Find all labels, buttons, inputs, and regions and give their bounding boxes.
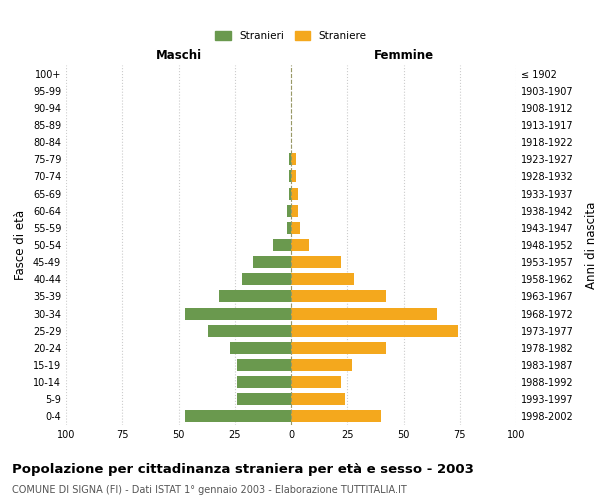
Text: Femmine: Femmine — [373, 50, 434, 62]
Bar — [185, 410, 291, 422]
Legend: Stranieri, Straniere: Stranieri, Straniere — [211, 27, 371, 46]
Y-axis label: Anni di nascita: Anni di nascita — [585, 202, 598, 288]
Bar — [287, 222, 291, 234]
Text: Popolazione per cittadinanza straniera per età e sesso - 2003: Popolazione per cittadinanza straniera p… — [12, 462, 474, 475]
Bar — [253, 256, 291, 268]
Bar — [291, 410, 381, 422]
Bar — [273, 239, 291, 251]
Bar — [289, 188, 291, 200]
Bar — [291, 204, 298, 216]
Bar — [291, 188, 298, 200]
Bar — [291, 154, 296, 166]
Bar — [289, 170, 291, 182]
Bar — [291, 239, 309, 251]
Bar — [291, 376, 341, 388]
Bar — [291, 274, 354, 285]
Bar — [291, 324, 458, 336]
Y-axis label: Fasce di età: Fasce di età — [14, 210, 27, 280]
Bar — [185, 308, 291, 320]
Bar — [208, 324, 291, 336]
Text: Maschi: Maschi — [155, 50, 202, 62]
Bar — [291, 256, 341, 268]
Bar — [291, 290, 386, 302]
Bar — [291, 308, 437, 320]
Bar — [230, 342, 291, 354]
Bar — [289, 154, 291, 166]
Bar — [287, 204, 291, 216]
Bar — [237, 359, 291, 371]
Bar — [291, 394, 345, 406]
Bar — [291, 359, 352, 371]
Bar — [241, 274, 291, 285]
Text: COMUNE DI SIGNA (FI) - Dati ISTAT 1° gennaio 2003 - Elaborazione TUTTITALIA.IT: COMUNE DI SIGNA (FI) - Dati ISTAT 1° gen… — [12, 485, 407, 495]
Bar — [237, 394, 291, 406]
Bar — [237, 376, 291, 388]
Bar — [291, 342, 386, 354]
Bar — [219, 290, 291, 302]
Bar — [291, 222, 300, 234]
Bar — [291, 170, 296, 182]
